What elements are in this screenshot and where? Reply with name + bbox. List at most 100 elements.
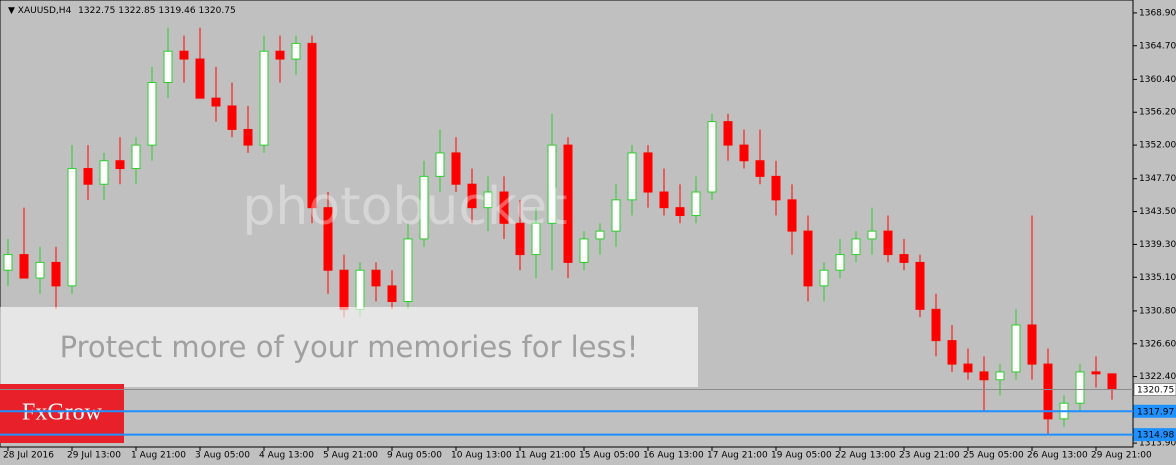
candle-up bbox=[819, 269, 829, 287]
y-tick-label: 1356.20 bbox=[1139, 108, 1176, 118]
last-high: 1322.85 bbox=[118, 6, 155, 16]
candle-up bbox=[483, 191, 493, 209]
candle-up bbox=[99, 160, 109, 185]
y-tick-label: 1360.40 bbox=[1139, 75, 1176, 85]
x-tick-label: 9 Aug 05:00 bbox=[387, 451, 442, 461]
candle-down bbox=[899, 254, 909, 263]
x-tick-label: 11 Aug 21:00 bbox=[515, 451, 576, 461]
candle-up bbox=[291, 42, 301, 60]
candle-up bbox=[163, 50, 173, 84]
candle-up bbox=[835, 254, 845, 271]
price-label: 1314.98 bbox=[1137, 431, 1174, 441]
y-tick-label: 1335.10 bbox=[1139, 273, 1176, 283]
y-tick-label: 1368.90 bbox=[1139, 8, 1176, 18]
x-tick-label: 10 Aug 13:00 bbox=[451, 451, 512, 461]
x-tick-label: 16 Aug 13:00 bbox=[643, 451, 704, 461]
candle-up bbox=[355, 269, 365, 310]
candle-up bbox=[1075, 371, 1085, 404]
x-tick-label: 3 Aug 05:00 bbox=[195, 451, 250, 461]
candle-down bbox=[947, 340, 957, 365]
candle-down bbox=[771, 175, 781, 201]
candle-up bbox=[419, 175, 429, 240]
candle-up bbox=[595, 230, 605, 240]
banner-text: Protect more of your memories for less! bbox=[60, 330, 639, 364]
x-tick-label: 1 Aug 21:00 bbox=[131, 451, 186, 461]
x-tick-label: 29 Jul 13:00 bbox=[67, 451, 121, 461]
price-label: 1317.97 bbox=[1137, 407, 1174, 417]
candle-down bbox=[739, 144, 749, 162]
x-tick-label: 17 Aug 21:00 bbox=[707, 451, 768, 461]
x-tick-label: 5 Aug 21:00 bbox=[323, 451, 378, 461]
x-tick-label: 26 Aug 13:00 bbox=[1027, 451, 1088, 461]
chart-header: ▼ XAUUSD,H4 1322.75 1322.85 1319.46 1320… bbox=[8, 6, 236, 16]
logo-box bbox=[0, 384, 124, 443]
candle-up bbox=[851, 238, 861, 256]
candle-down bbox=[243, 128, 253, 146]
candle-up bbox=[627, 152, 637, 201]
candle-down bbox=[323, 207, 333, 271]
candle-down bbox=[499, 191, 509, 224]
y-tick-label: 1347.70 bbox=[1139, 174, 1176, 184]
candle-down bbox=[211, 97, 221, 107]
y-tick-label: 1330.80 bbox=[1139, 306, 1176, 316]
candle-down bbox=[179, 50, 189, 60]
candle-down bbox=[1107, 373, 1117, 391]
candle-up bbox=[259, 50, 269, 146]
x-tick-label: 28 Jul 2016 bbox=[3, 451, 54, 461]
y-tick-label: 1343.50 bbox=[1139, 207, 1176, 217]
candle-up bbox=[579, 238, 589, 263]
candle-up bbox=[67, 168, 77, 287]
candle-down bbox=[307, 42, 317, 209]
candle-down bbox=[83, 168, 93, 185]
candle-up bbox=[435, 152, 445, 177]
candle-down bbox=[275, 50, 285, 60]
y-tick-label: 1339.30 bbox=[1139, 240, 1176, 250]
candle-down bbox=[883, 230, 893, 256]
price-label-box bbox=[1133, 428, 1176, 442]
candle-up bbox=[3, 254, 13, 271]
candle-up bbox=[35, 261, 45, 279]
candle-down bbox=[659, 191, 669, 209]
last-close: 1320.75 bbox=[198, 6, 235, 16]
price-label-box bbox=[1133, 383, 1176, 397]
candle-down bbox=[563, 144, 573, 263]
candle-down bbox=[963, 363, 973, 373]
candle-down bbox=[787, 199, 797, 232]
candle-down bbox=[387, 285, 397, 303]
candle-down bbox=[339, 269, 349, 310]
candle-up bbox=[147, 82, 157, 146]
candle-down bbox=[19, 254, 29, 279]
candle-down bbox=[803, 230, 813, 287]
candle-down bbox=[643, 152, 653, 193]
candle-up bbox=[531, 222, 541, 256]
last-low: 1319.46 bbox=[158, 6, 195, 16]
candle-down bbox=[675, 207, 685, 216]
candle-up bbox=[691, 191, 701, 216]
y-tick-label: 1313.90 bbox=[1139, 439, 1176, 449]
candle-down bbox=[467, 183, 477, 209]
x-tick-label: 22 Aug 13:00 bbox=[835, 451, 896, 461]
x-tick-label: 23 Aug 21:00 bbox=[899, 451, 960, 461]
candle-up bbox=[611, 199, 621, 232]
candle-up bbox=[995, 371, 1005, 381]
banner-box bbox=[0, 307, 698, 387]
x-tick-label: 15 Aug 05:00 bbox=[579, 451, 640, 461]
candle-down bbox=[915, 261, 925, 310]
watermark: photobucket bbox=[242, 177, 567, 237]
candle-down bbox=[755, 160, 765, 177]
candle-down bbox=[979, 371, 989, 381]
candle-down bbox=[371, 269, 381, 287]
y-tick-label: 1364.70 bbox=[1139, 41, 1176, 51]
x-tick-label: 19 Aug 05:00 bbox=[771, 451, 832, 461]
candle-down bbox=[195, 58, 205, 99]
candle-down bbox=[723, 121, 733, 146]
candle-down bbox=[515, 222, 525, 256]
candle-down bbox=[1043, 363, 1053, 420]
candle-up bbox=[403, 238, 413, 303]
price-label-box bbox=[1133, 404, 1176, 418]
candle-down bbox=[51, 261, 61, 287]
x-tick-label: 29 Aug 21:00 bbox=[1091, 451, 1152, 461]
candle-down bbox=[931, 308, 941, 342]
